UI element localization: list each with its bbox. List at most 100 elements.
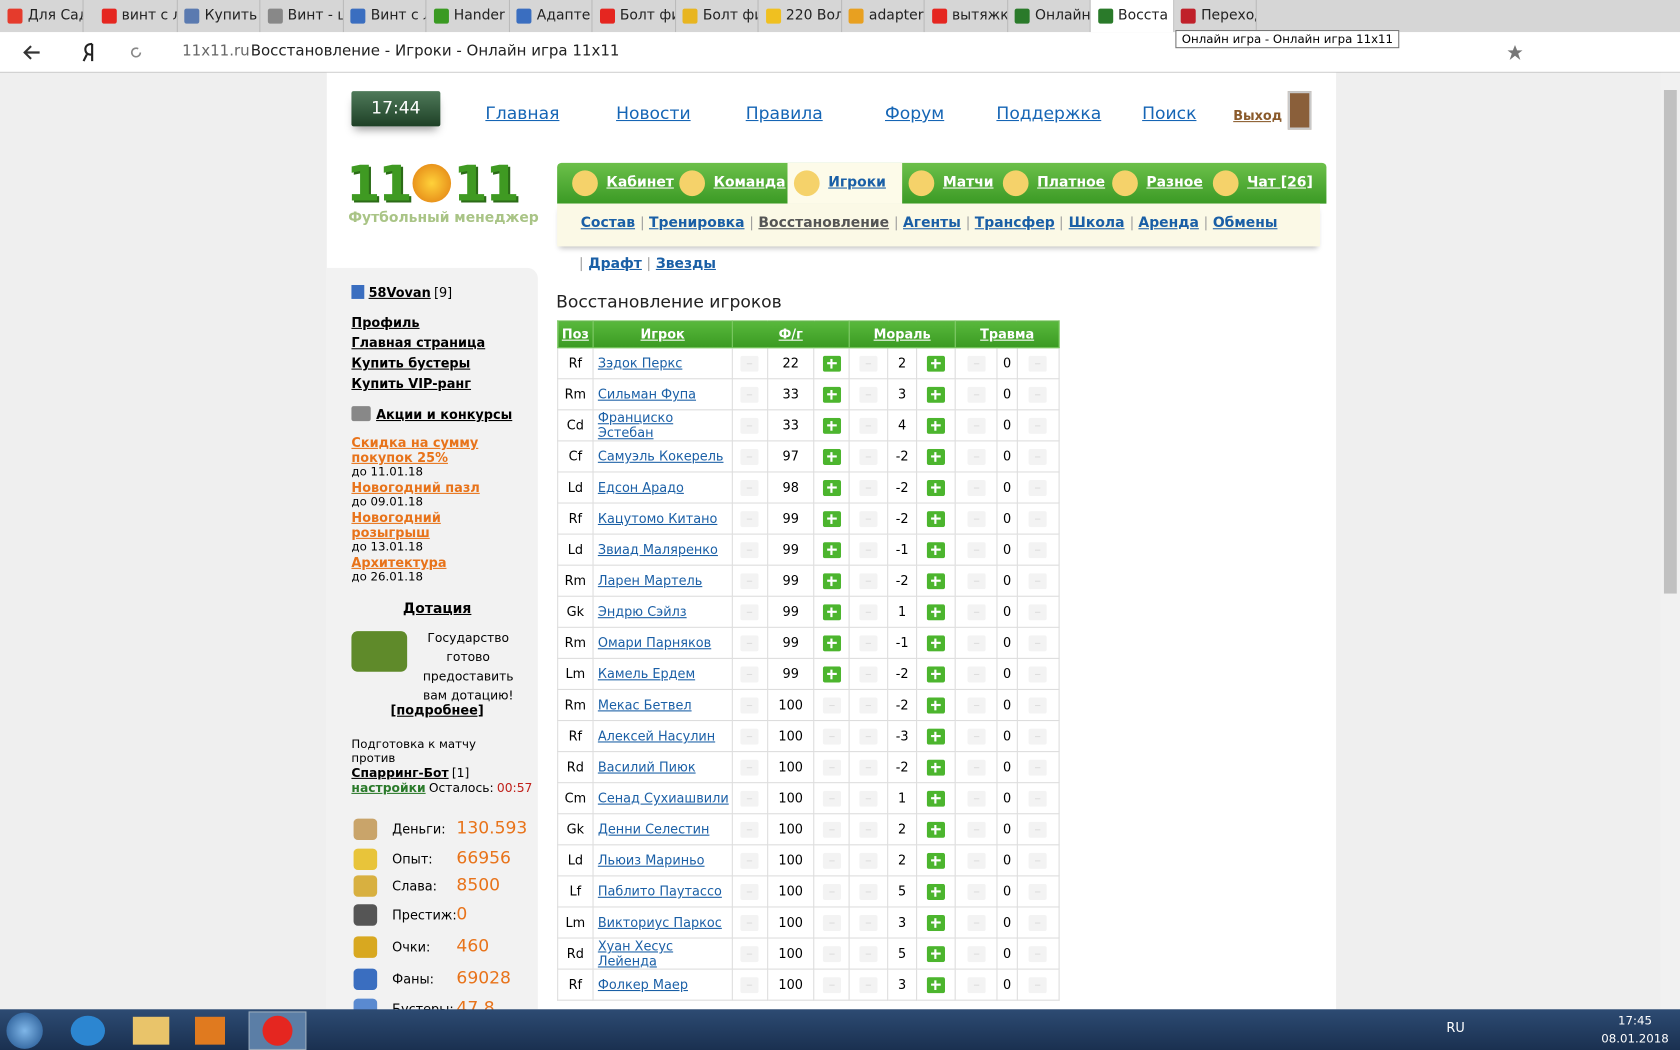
player-name[interactable]: Алексей Насулин [597, 728, 716, 744]
button[interactable] [822, 448, 841, 465]
back-button[interactable] [21, 44, 40, 61]
button[interactable] [926, 417, 945, 434]
bookmark-button[interactable] [1506, 44, 1523, 61]
nav-link[interactable]: Главная [485, 102, 560, 124]
url-domain[interactable]: 11x11.ru [182, 42, 250, 61]
button[interactable] [926, 541, 945, 558]
player-name[interactable]: Хуан Хесус Лейенда [597, 938, 674, 969]
button[interactable] [926, 883, 945, 900]
player-name[interactable]: Льюиз Мариньо [597, 852, 705, 868]
browser-tab[interactable]: Переходн [1173, 0, 1257, 33]
button[interactable] [926, 479, 945, 496]
player-name[interactable]: Звиад Маляренко [597, 542, 718, 558]
player-name[interactable]: Викториус Паркос [597, 915, 722, 931]
button[interactable] [926, 448, 945, 465]
match-settings[interactable]: настройки [351, 780, 426, 796]
button[interactable] [926, 945, 945, 962]
player-name[interactable]: Самуэль Кокерель [597, 448, 724, 464]
button[interactable] [822, 665, 841, 682]
column-header[interactable]: Мораль [848, 320, 956, 349]
browser-tab[interactable]: Болт фикс [675, 0, 759, 33]
sub-link[interactable]: Обмены [1205, 216, 1284, 231]
button[interactable] [926, 852, 945, 869]
button[interactable] [926, 603, 945, 620]
menu-item[interactable]: Команда [673, 163, 788, 204]
button[interactable] [822, 603, 841, 620]
column-header[interactable]: Игрок [592, 320, 733, 349]
ie-icon[interactable] [70, 1015, 106, 1046]
button[interactable] [822, 386, 841, 403]
player-name[interactable]: Зэдок Перкс [597, 355, 683, 371]
sub-link[interactable]: Трансфер [967, 216, 1061, 231]
button[interactable] [822, 572, 841, 589]
start-button[interactable] [6, 1012, 43, 1049]
promo-title[interactable]: Акции и конкурсы [376, 407, 513, 423]
player-name[interactable]: Омари Парняков [597, 635, 712, 651]
player-name[interactable]: Мекас Бетвел [597, 697, 692, 713]
nav-link[interactable]: Поддержка [996, 102, 1102, 124]
menu-item[interactable]: Кабинет [566, 163, 674, 204]
logo[interactable]: 11 11 [346, 154, 520, 212]
browser-tab[interactable]: Винт с ле [343, 0, 427, 33]
menu-item[interactable]: Платное [996, 163, 1105, 204]
match-opponent[interactable]: Спарринг-Бот [351, 765, 449, 781]
scrollbar[interactable] [1660, 72, 1680, 1010]
button[interactable] [822, 634, 841, 651]
yandex-task[interactable] [248, 1011, 307, 1050]
button[interactable] [926, 759, 945, 776]
button[interactable] [926, 634, 945, 651]
browser-tab[interactable]: Купить Ви [177, 0, 261, 33]
player-name[interactable]: Василий Пиюк [597, 759, 696, 775]
promo-link[interactable]: Скидка на сумму покупок 25% [351, 435, 479, 466]
player-name[interactable]: Сенад Сухиашвили [597, 790, 729, 806]
sidebar-link[interactable]: Купить VIP-ранг [351, 376, 472, 392]
menu-item[interactable]: Чат [26] [1206, 163, 1326, 204]
player-name[interactable]: Сильман Фупа [597, 386, 697, 402]
player-name[interactable]: Камель Ердем [597, 666, 696, 682]
logout-link[interactable]: Выход [1233, 108, 1283, 124]
user-name[interactable]: 58Vovan [368, 285, 431, 301]
sub-link[interactable]: Восстановление [750, 216, 896, 231]
nav-link[interactable]: Правила [745, 102, 823, 124]
browser-tab[interactable]: Болт фикс [592, 0, 676, 33]
player-name[interactable]: Едсон Арадо [597, 480, 684, 496]
promo-link[interactable]: Архитектура [351, 555, 447, 571]
menu-item[interactable]: Игроки [787, 162, 903, 204]
button[interactable] [926, 355, 945, 372]
player-name[interactable]: Кацутомо Китано [597, 511, 718, 527]
url-title[interactable]: Восстановление - Игроки - Онлайн игра 11… [250, 42, 620, 61]
player-name[interactable]: Ларен Мартель [597, 573, 703, 589]
browser-tab[interactable]: Онлайн [1007, 0, 1091, 33]
browser-tab[interactable]: Восста [1090, 0, 1174, 33]
sub-link[interactable]: Агенты [895, 216, 968, 231]
browser-tab[interactable]: adapter 1 [841, 0, 925, 33]
player-name[interactable]: Паблито Паутассо [597, 883, 722, 899]
dotation-more[interactable]: [подробнее] [390, 702, 484, 718]
button[interactable] [822, 541, 841, 558]
browser-tab[interactable]: Адаптер Г [509, 0, 593, 33]
dotation-title[interactable]: Дотация [402, 601, 472, 618]
browser-tab[interactable]: Винт - шу [260, 0, 344, 33]
browser-tab[interactable]: Hander H [426, 0, 510, 33]
sub-link[interactable]: Состав [580, 215, 636, 232]
button[interactable] [926, 696, 945, 714]
button[interactable] [926, 572, 945, 589]
sub-link[interactable]: Звезды [648, 257, 722, 272]
sub-link[interactable]: Аренда [1130, 216, 1205, 231]
player-name[interactable]: Денни Селестин [597, 821, 710, 837]
menu-item[interactable]: Матчи [902, 163, 996, 204]
button[interactable] [926, 510, 945, 527]
media-icon[interactable] [195, 1016, 226, 1045]
button[interactable] [822, 479, 841, 496]
button[interactable] [926, 728, 945, 745]
sub-link[interactable]: Драфт [580, 257, 649, 272]
sub-link[interactable]: Тренировка [641, 216, 750, 231]
yandex-button[interactable] [81, 42, 96, 63]
promo-link[interactable]: Новогодний розыгрыш [351, 510, 441, 541]
button[interactable] [822, 355, 841, 372]
sidebar-link[interactable]: Главная страница [351, 335, 486, 351]
button[interactable] [926, 386, 945, 403]
browser-tab[interactable]: Для Сада [0, 0, 84, 33]
button[interactable] [926, 821, 945, 838]
clock-time[interactable]: 17:45 [1618, 1013, 1652, 1028]
